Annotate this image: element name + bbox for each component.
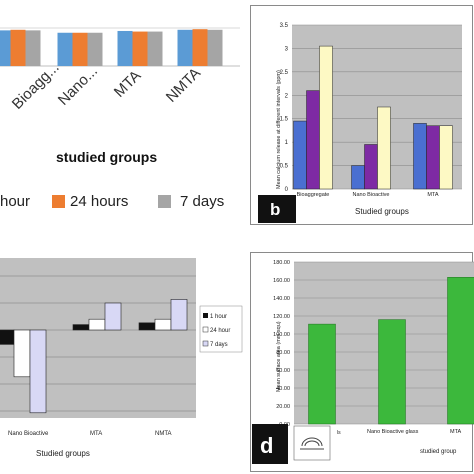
panel-d-xcat-3: MTA — [450, 429, 462, 435]
panel-c-chart: 1 hour 24 hour 7 days Nano Bioactive MTA… — [0, 250, 244, 474]
panel-d-legend: ls — [293, 425, 341, 461]
panel-b-ytick-4: 1.5 — [280, 117, 289, 123]
panel-b-bar-3-3 — [439, 125, 453, 190]
panel-b-xcat-2: Nano Bioactive — [353, 192, 390, 198]
panel-c-legend-label-1: 1 hour — [210, 314, 227, 320]
panel-a-xlabel: studied groups — [56, 149, 157, 165]
panel-b-bar-1-1 — [293, 120, 307, 190]
panel-b-bar-2-1 — [306, 90, 320, 190]
panel-b-badge — [258, 195, 296, 223]
panel-c-xlabel: Studied groups — [36, 449, 90, 458]
panel-c-xcat-3: NMTA — [155, 431, 172, 437]
arc-icon — [301, 437, 323, 447]
panel-d-ytick-3: 40.00 — [276, 386, 290, 392]
panel-b-ytick-3: 1 — [285, 140, 289, 146]
panel-a-legend-label-3: 7 days — [180, 193, 224, 210]
panel-d-ytick-10: 180.00 — [273, 260, 290, 266]
panel-a-bar-3-4 — [207, 29, 223, 66]
panel-a-bar-2-1 — [10, 29, 26, 66]
panel-c-xcat-1: Nano Bioactive — [8, 431, 49, 437]
panel-c-legend-swatch-2 — [202, 326, 209, 333]
panel-b-bar-1-2 — [351, 165, 365, 190]
panel-c-bar-1-3 — [138, 322, 156, 331]
panel-a-legend-swatch-2 — [52, 195, 65, 208]
panel-d-chart: 0.0020.0040.0060.0080.00100.00120.00140.… — [252, 260, 474, 464]
panel-b-ytick-2: 0.5 — [280, 164, 289, 170]
panel-d-ylabel: Mean surface area (mm squ) — [276, 321, 282, 392]
panel-d-xcat-2: Nano Bioactive glass — [367, 429, 419, 435]
panel-a-chart: Bioagg... Nano... MTA NMTA studied group… — [0, 0, 240, 228]
panel-b-ytick-5: 2 — [285, 93, 289, 99]
panel-d-legend-box — [293, 425, 331, 461]
panel-d-badge — [252, 424, 288, 464]
panel-d-badge-label: d — [260, 433, 273, 458]
panel-c-bar-2-3 — [154, 318, 172, 331]
panel-a-bar-1-3 — [117, 30, 133, 66]
panel-c-legend: 1 hour 24 hour 7 days — [199, 305, 243, 353]
panel-d-ytick-6: 100.00 — [273, 332, 290, 338]
panel-b-bar-3-1 — [319, 45, 333, 190]
panel-c-xcat-2: MTA — [90, 431, 102, 437]
panel-c-bar-3-3 — [170, 299, 188, 331]
panel-a-bar-2-3 — [132, 31, 148, 66]
panel-a-legend-swatch-3 — [158, 195, 171, 208]
panel-c-legend-swatch-1 — [203, 313, 208, 318]
panel-a-bar-1-2 — [57, 32, 73, 66]
panel-b-bar-3-2 — [377, 106, 391, 190]
panel-c-legend-label-2: 24 hour — [210, 328, 230, 334]
panel-b-ytick-6: 2.5 — [280, 70, 289, 76]
panel-b-ytick-7: 3 — [285, 46, 289, 52]
panel-b-xcat-1: Bioaggregate — [297, 192, 330, 198]
panel-d-ytick-8: 140.00 — [273, 296, 290, 302]
panel-d-legend-label: ls — [337, 430, 341, 436]
panel-b-ytick-1: 0 — [285, 187, 289, 193]
panel-d-ytick-9: 160.00 — [273, 278, 290, 284]
panel-d-bar-1 — [308, 323, 336, 425]
panel-a-bar-1-4 — [177, 29, 193, 66]
panel-d-ytick-2: 20.00 — [276, 404, 290, 410]
panel-d-ytick-5: 80.00 — [276, 350, 290, 356]
panel-b-bar-1-3 — [413, 123, 427, 190]
panel-a-bar-1-1 — [0, 30, 11, 66]
panel-a-legend: hour 24 hours 7 days — [0, 193, 224, 210]
panel-b-ylabel: Mean calcium release at different interv… — [276, 70, 282, 189]
panel-b-xcat-3: MTA — [427, 192, 439, 198]
panel-c-bar-2-1 — [13, 329, 31, 378]
panel-a-legend-label-2: 24 hours — [70, 193, 128, 210]
panel-a-bar-2-4 — [192, 29, 208, 66]
panel-d-ytick-7: 120.00 — [273, 314, 290, 320]
panel-b-bar-2-2 — [364, 144, 378, 190]
panel-b-bar-2-3 — [426, 125, 440, 190]
panel-a-bar-3-3 — [147, 31, 163, 66]
panel-a-bar-3-1 — [25, 30, 41, 66]
panel-c-legend-label-3: 7 days — [210, 342, 228, 348]
panel-c-bar-3-2 — [104, 302, 122, 331]
panel-b-badge-label: b — [270, 200, 280, 219]
panel-d-bar-2 — [378, 319, 406, 425]
panel-a-bar-2-2 — [72, 32, 88, 66]
panel-d-xlabel: studied group — [420, 449, 457, 455]
panel-b-xlabel: Studied groups — [355, 207, 409, 216]
panel-a-bar-3-2 — [87, 32, 103, 66]
panel-d-ytick-4: 60.00 — [276, 368, 290, 374]
panel-c-bar-1-1 — [0, 329, 15, 345]
panel-c-bar-3-1 — [29, 329, 47, 414]
panel-c-bar-2-2 — [88, 318, 106, 331]
panel-c-legend-swatch-3 — [202, 340, 209, 347]
panel-b-chart: 0 0.5 1 1.5 2 2.5 3 3.5 Bioaggregate Nano Bioact… — [258, 23, 462, 223]
panel-a-legend-label-1: hour — [0, 193, 30, 210]
panel-b-ytick-8: 3.5 — [280, 23, 289, 29]
panel-c-bar-1-2 — [72, 324, 90, 331]
panel-d-bar-3 — [447, 277, 474, 425]
